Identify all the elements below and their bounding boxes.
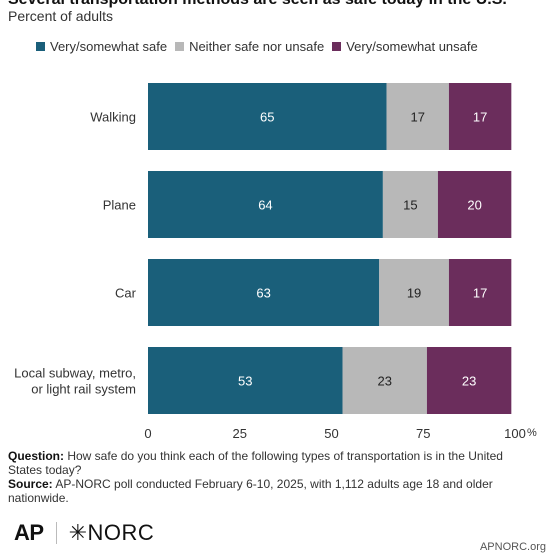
bar-segment [148,347,343,414]
legend-swatch-unsafe [332,42,342,51]
legend-item-neither: Neither safe nor unsafe [175,39,324,54]
bar-value-label: 63 [256,286,270,301]
bar-segment [148,259,380,326]
norc-logo: ✳NORC [69,520,155,546]
bar-value-label: 17 [411,110,425,125]
chart-title: Several transportation methods are seen … [8,0,507,9]
chart-footnote: Question: How safe do you think each of … [8,449,538,505]
bar-value-label: 53 [238,374,252,389]
category-label: Car [115,286,137,301]
chart-legend: Very/somewhat safe Neither safe nor unsa… [36,39,486,54]
bar-segment [148,83,387,150]
bar-value-label: 23 [462,374,476,389]
legend-item-safe: Very/somewhat safe [36,39,167,54]
bar-segment [148,171,383,238]
legend-item-unsafe: Very/somewhat unsafe [332,39,478,54]
source-label: Source: [8,477,53,491]
source-url: APNORC.org [479,541,546,553]
bar-segment [382,171,438,238]
stacked-bar-chart: Walking 65 17 17 Plane 64 15 20 Car 63 19 17 Local s… [14,83,537,441]
legend-swatch-safe [36,42,45,51]
x-tick-label: 25 [233,426,247,441]
bar-segment [379,259,449,326]
legend-label-safe: Very/somewhat safe [50,39,168,54]
category-label: Local subway, metro, or light rail system [14,366,136,397]
legend-label-neither: Neither safe nor unsafe [189,39,325,54]
question-note: Question: How safe do you think each of … [8,449,538,477]
x-tick-label: 100 [504,426,526,441]
ap-logo: AP [14,520,44,545]
question-label: Question: [8,449,64,463]
bar-value-label: 17 [473,110,487,125]
bar-value-label: 23 [377,374,391,389]
bar-segment [448,259,512,326]
source-text: AP-NORC poll conducted February 6-10, 20… [8,477,493,505]
logo-bar: AP ✳NORC [14,520,154,546]
x-tick-label: 50 [324,426,338,441]
bar-segment [437,171,512,238]
x-tick-label: 75 [416,426,430,441]
logo-divider [55,522,57,544]
bar-value-label: 20 [467,198,481,213]
bar-value-label: 65 [260,110,274,125]
question-text: How safe do you think each of the follow… [8,449,503,477]
chart-subtitle: Percent of adults [8,8,114,24]
x-tick-label: 0 [144,426,151,441]
bar-segment [448,83,512,150]
legend-label-unsafe: Very/somewhat unsafe [346,39,478,54]
norc-logo-text: NORC [87,520,155,545]
bar-value-label: 17 [473,286,487,301]
bar-segment [342,347,427,414]
category-label: Plane [103,198,136,213]
legend-swatch-neither [175,42,185,51]
category-label: Walking [90,110,136,125]
bar-value-label: 19 [407,286,421,301]
bar-value-label: 64 [258,198,272,213]
bar-value-label: 15 [403,198,417,213]
source-note: Source: AP-NORC poll conducted February … [8,477,538,505]
bar-segment [386,83,449,150]
norc-star-icon: ✳ [68,520,88,545]
bar-segment [426,347,512,414]
x-unit-label: % [527,427,537,439]
